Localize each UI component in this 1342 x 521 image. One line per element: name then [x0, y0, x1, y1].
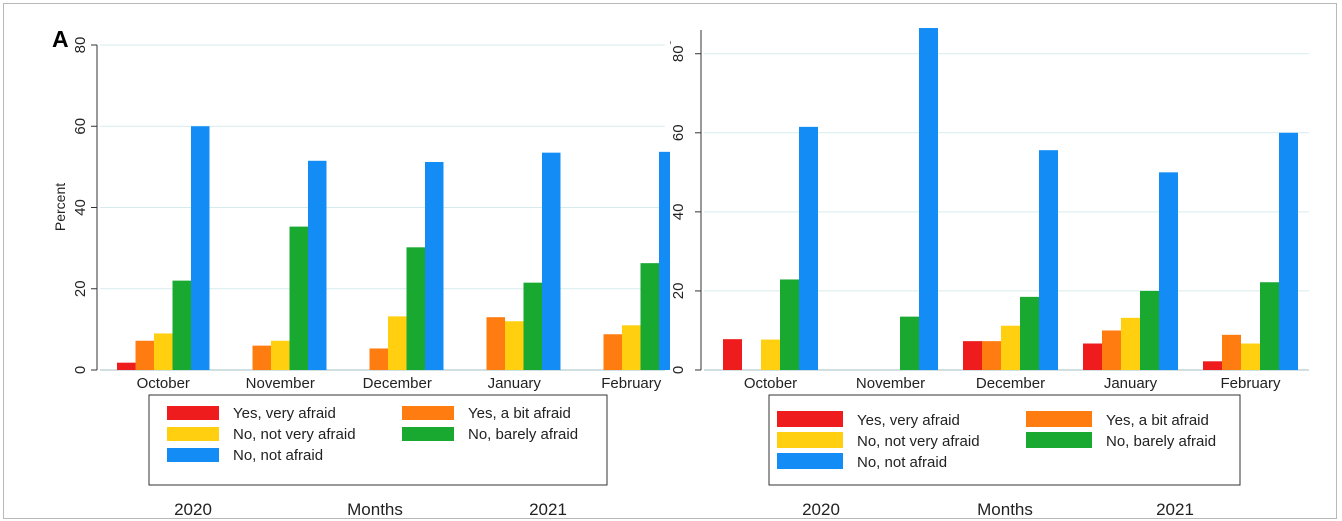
legend-swatch — [167, 406, 219, 420]
bar-yes-a-bit-afraid-february — [603, 334, 622, 370]
bar-yes-very-afraid-february — [1203, 361, 1222, 370]
x-category-label: December — [976, 375, 1045, 392]
y-tick-label: 60 — [72, 118, 89, 135]
x-category-label: February — [1220, 375, 1281, 392]
legend-label: Yes, very afraid — [857, 412, 960, 429]
bar-yes-very-afraid-october — [723, 339, 742, 370]
footer-x-axis-title: Months — [347, 500, 403, 519]
bar-no-not-very-afraid-february — [1241, 343, 1260, 370]
bar-no-not-afraid-december — [425, 162, 444, 370]
legend-label: Yes, a bit afraid — [468, 405, 571, 422]
y-tick-label: 0 — [670, 366, 687, 374]
y-tick-label: 20 — [670, 283, 687, 300]
legend-label: No, not very afraid — [233, 426, 356, 443]
legend-swatch — [1026, 432, 1092, 448]
bar-no-not-very-afraid-november — [271, 340, 290, 370]
y-tick-label: 80 — [670, 45, 687, 62]
x-category-label: February — [601, 375, 662, 392]
legend-label: No, not very afraid — [857, 433, 980, 450]
legend-swatch — [777, 453, 843, 469]
legend-label: Yes, very afraid — [233, 405, 336, 422]
y-tick-label: 80 — [72, 37, 89, 54]
x-category-label: January — [488, 375, 542, 392]
bar-no-barely-afraid-february — [1260, 282, 1279, 370]
y-tick-label: 40 — [72, 199, 89, 216]
bar-no-not-very-afraid-october — [761, 339, 780, 370]
bar-yes-a-bit-afraid-october — [135, 340, 154, 370]
chart-panel-a: A Percent 0 20 40 60 80 October November Decemb… — [52, 26, 670, 519]
y-tick-label: 0 — [72, 366, 89, 374]
legend-label: No, not afraid — [857, 454, 947, 471]
bar-yes-a-bit-afraid-november — [252, 345, 271, 370]
panel-label-a: A — [52, 26, 69, 52]
x-category-label: November — [246, 375, 315, 392]
bar-no-not-afraid-november — [919, 28, 938, 371]
legend-swatch — [1026, 411, 1092, 427]
bar-no-barely-afraid-february — [640, 263, 659, 370]
bar-yes-a-bit-afraid-january — [486, 317, 505, 370]
legend-box — [148, 394, 608, 486]
bar-no-barely-afraid-december — [1020, 296, 1039, 370]
bar-no-not-afraid-december — [1039, 150, 1058, 370]
bar-no-barely-afraid-november — [900, 316, 919, 370]
bar-no-not-very-afraid-january — [505, 321, 524, 370]
legend-label: No, barely afraid — [468, 426, 578, 443]
footer-year-right: 2021 — [1156, 500, 1194, 519]
bar-no-not-afraid-october — [191, 126, 210, 370]
legend-swatch — [167, 427, 219, 441]
bar-yes-a-bit-afraid-january — [1102, 330, 1121, 370]
x-category-label: October — [744, 375, 797, 392]
bar-yes-a-bit-afraid-february — [1222, 334, 1241, 370]
bar-no-not-very-afraid-december — [1001, 325, 1020, 370]
bar-no-not-very-afraid-december — [388, 316, 407, 370]
legend-swatch — [402, 406, 454, 420]
legend-label: Yes, a bit afraid — [1106, 412, 1209, 429]
legend-swatch — [777, 432, 843, 448]
bar-no-not-afraid-november — [308, 160, 327, 370]
figure-frame — [3, 3, 1337, 519]
bar-yes-a-bit-afraid-december — [982, 341, 1001, 370]
y-tick-label: 60 — [670, 124, 687, 141]
footer-x-axis-title: Months — [977, 500, 1033, 519]
bar-no-barely-afraid-october — [780, 279, 799, 370]
legend-swatch — [777, 411, 843, 427]
bar-no-barely-afraid-january — [1140, 290, 1159, 370]
bar-no-not-afraid-february — [659, 151, 670, 370]
bar-no-not-very-afraid-january — [1121, 317, 1140, 370]
bar-no-not-afraid-january — [1159, 172, 1178, 370]
x-category-label: January — [1104, 375, 1158, 392]
x-category-label: December — [363, 375, 432, 392]
footer-year-right: 2021 — [529, 500, 567, 519]
bar-yes-a-bit-afraid-december — [369, 348, 388, 370]
legend-label: No, not afraid — [233, 447, 323, 464]
x-category-label: October — [137, 375, 190, 392]
bar-yes-very-afraid-december — [963, 341, 982, 370]
bar-no-barely-afraid-december — [406, 247, 425, 370]
bar-no-not-afraid-february — [1279, 132, 1298, 370]
legend-swatch — [402, 427, 454, 441]
panel-label-b: B — [670, 26, 672, 52]
y-axis-label: Percent — [52, 183, 68, 231]
legend-box — [768, 394, 1241, 486]
y-tick-label: 20 — [72, 280, 89, 297]
legend-swatch — [167, 448, 219, 462]
footer-year-left: 2020 — [802, 500, 840, 519]
bar-no-barely-afraid-october — [172, 280, 191, 370]
y-tick-label: 40 — [670, 204, 687, 221]
bar-no-not-very-afraid-february — [622, 325, 641, 370]
x-category-label: November — [856, 375, 925, 392]
footer-year-left: 2020 — [174, 500, 212, 519]
bar-no-not-afraid-october — [799, 126, 818, 370]
bar-yes-very-afraid-january — [1083, 343, 1102, 370]
chart-panel-b: B 0 20 40 60 80 October November December Januar… — [670, 26, 1309, 519]
bar-no-not-very-afraid-october — [154, 333, 173, 370]
bar-no-barely-afraid-january — [523, 282, 542, 370]
bar-yes-very-afraid-october — [117, 362, 136, 370]
legend-label: No, barely afraid — [1106, 433, 1216, 450]
bar-no-not-afraid-january — [542, 152, 561, 370]
bar-no-barely-afraid-november — [289, 226, 308, 370]
